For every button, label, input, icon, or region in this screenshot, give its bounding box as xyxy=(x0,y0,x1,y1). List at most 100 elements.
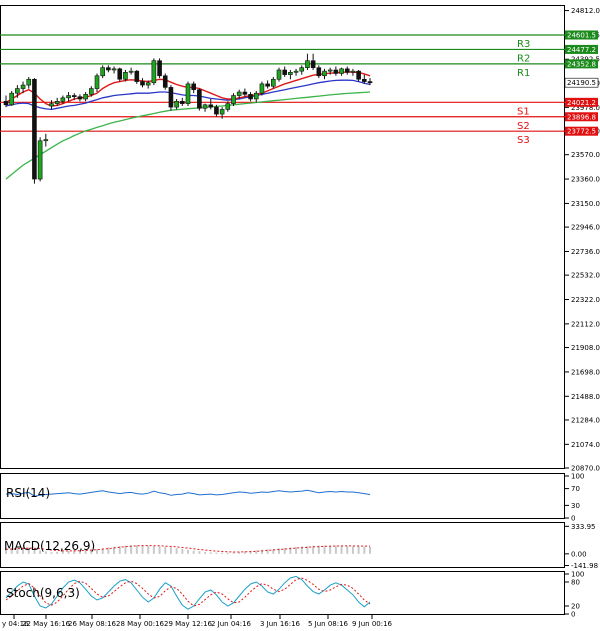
candle-up xyxy=(276,69,282,80)
candle-up xyxy=(288,72,293,75)
candle-down xyxy=(140,81,145,86)
rsi-line xyxy=(5,489,371,497)
x-tick-label: 5 Jun 08:16 xyxy=(308,620,349,628)
stoch-signal-line xyxy=(5,577,371,607)
level-label-s3: S3 xyxy=(517,135,530,146)
y-tick-label: 22322.0 xyxy=(571,296,600,304)
pivot-levels: R3 24601.5 R2 24477.2 R1 24352.8 S1 24021.2 S2 23… xyxy=(0,30,598,146)
sub-tick-label: 80 xyxy=(571,579,580,587)
candle-up xyxy=(123,72,128,80)
candle-down xyxy=(162,75,168,88)
level-badge-text: 23896.8 xyxy=(567,113,596,121)
candle-up xyxy=(225,103,231,110)
candle-down xyxy=(316,67,322,77)
candle-up xyxy=(322,70,327,77)
level-badge-s3 xyxy=(565,126,598,136)
candle-up xyxy=(327,69,333,72)
y-tick-label: 21908.0 xyxy=(571,344,600,352)
candle-up xyxy=(271,78,276,87)
y-tick-label: 24812.0 xyxy=(571,7,600,15)
candle-up xyxy=(54,101,60,104)
level-label-s1: S1 xyxy=(517,106,530,117)
macd-panel-frame xyxy=(0,522,565,568)
candle-down xyxy=(265,83,270,87)
level-badge-text: 24352.8 xyxy=(567,60,596,68)
candle-up xyxy=(299,67,305,72)
ma-slow-line xyxy=(5,91,371,180)
sub-tick-label: 333.95 xyxy=(571,523,596,531)
candle-up xyxy=(128,70,134,73)
candle-down xyxy=(367,81,373,84)
x-tick-label: 9 Jun 00:16 xyxy=(352,620,393,628)
candle-down xyxy=(208,104,214,108)
candle-up xyxy=(219,109,225,115)
candle-up xyxy=(100,67,105,77)
x-tick-label: y 04:16 xyxy=(2,620,29,628)
stoch-panel-frame xyxy=(0,571,565,615)
candlesticks xyxy=(3,53,373,184)
candle-down xyxy=(71,95,77,97)
price-panel-frame xyxy=(0,5,565,469)
macd-title: MACD(12,26,9) xyxy=(4,539,95,553)
y-tick-label: 22946.0 xyxy=(571,224,600,232)
candle-up xyxy=(350,70,356,73)
candle-down xyxy=(180,101,185,104)
candle-down xyxy=(356,70,361,80)
x-tick-label: 2 Jun 04:16 xyxy=(211,620,252,628)
candle-up xyxy=(83,94,88,100)
level-badge-r1 xyxy=(565,59,598,69)
candle-up xyxy=(20,84,26,89)
candle-up xyxy=(151,60,157,84)
price-badges: 24190.5 xyxy=(564,77,599,88)
level-badge-text: 23772.5 xyxy=(567,128,596,136)
y-tick-label: 22532.0 xyxy=(571,272,600,280)
level-badge-s1 xyxy=(565,97,598,107)
candle-up xyxy=(94,75,100,89)
candle-down xyxy=(134,70,140,82)
candle-up xyxy=(9,92,14,106)
candle-up xyxy=(37,140,43,180)
candle-down xyxy=(77,96,83,100)
sub-tick-label: 100 xyxy=(571,571,584,579)
sub-tick-label: 70 xyxy=(571,485,580,493)
candle-up xyxy=(26,78,32,86)
candle-up xyxy=(259,83,265,94)
candle-up xyxy=(202,104,208,109)
price-axis: 24812.024602.524392.524186.023978.023774… xyxy=(565,7,600,473)
macd-indicator: 333.95 0.00 -141.98 xyxy=(5,523,598,570)
level-label-r1: R1 xyxy=(517,68,530,79)
level-label-s2: S2 xyxy=(517,121,530,132)
candle-up xyxy=(89,88,94,95)
candle-down xyxy=(168,87,174,108)
stoch-title: Stoch(9,6,3) xyxy=(6,586,80,600)
level-badge-text: 24021.2 xyxy=(567,99,596,107)
sub-tick-label: 0.00 xyxy=(571,550,587,558)
y-tick-label: 23360.0 xyxy=(571,176,600,184)
stoch-main-line xyxy=(5,575,371,610)
x-tick-label: 22 May 16:16 xyxy=(22,620,71,628)
sub-tick-label: 100 xyxy=(571,473,584,481)
current-price-badge xyxy=(564,77,599,88)
rsi-panel-frame xyxy=(0,473,565,519)
level-badge-text: 24477.2 xyxy=(567,46,596,54)
y-tick-label: 20870.0 xyxy=(571,465,600,473)
level-label-r2: R2 xyxy=(517,53,530,64)
candle-down xyxy=(157,60,162,77)
candle-down xyxy=(242,91,248,95)
level-badge-text: 24601.5 xyxy=(567,31,596,39)
sub-tick-label: 0 xyxy=(571,515,575,523)
y-tick-label: 21284.0 xyxy=(571,416,600,424)
candle-up xyxy=(174,101,179,108)
candle-up xyxy=(236,91,242,96)
x-tick-label: 29 May 12:16 xyxy=(164,620,213,628)
macd-signal-line xyxy=(5,545,371,553)
candle-up xyxy=(66,95,71,99)
sub-tick-label: 0 xyxy=(571,611,575,619)
candle-up xyxy=(111,68,117,71)
candle-up xyxy=(339,68,344,74)
y-tick-label: 21698.0 xyxy=(571,368,600,376)
candle-down xyxy=(362,78,367,82)
candle-down xyxy=(344,68,350,73)
candle-down xyxy=(32,78,37,180)
